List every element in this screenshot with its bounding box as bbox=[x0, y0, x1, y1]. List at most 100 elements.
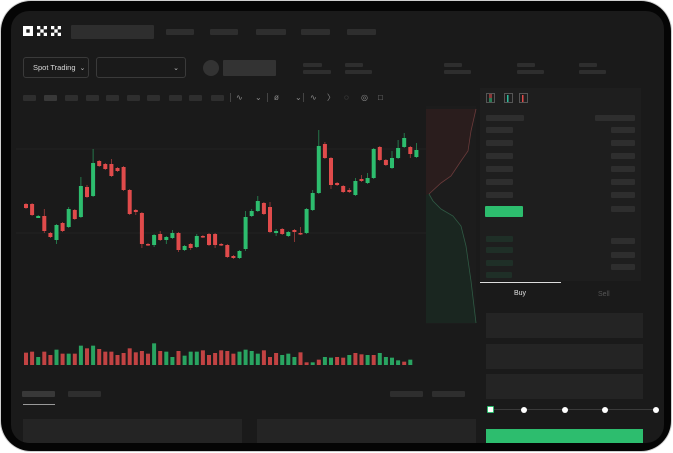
orderbook-asks-icon[interactable] bbox=[519, 93, 528, 103]
volume-bar bbox=[408, 359, 413, 365]
nav-item-2[interactable] bbox=[210, 29, 238, 35]
volume-bar bbox=[310, 362, 315, 365]
expand-icon[interactable]: □ bbox=[378, 93, 383, 102]
tab-buy[interactable]: Buy bbox=[514, 290, 527, 297]
candle-body bbox=[268, 207, 272, 232]
last-price-highlight[interactable] bbox=[485, 206, 523, 217]
stat-value bbox=[345, 70, 372, 74]
volume-bar bbox=[200, 350, 205, 365]
volume-bar bbox=[152, 343, 157, 365]
volume-bar bbox=[371, 355, 376, 365]
candle-body bbox=[207, 234, 211, 245]
okx-logo[interactable] bbox=[23, 24, 63, 38]
volume-bar bbox=[219, 350, 224, 365]
spot-trading-dropdown[interactable]: Spot Trading ⌄ bbox=[23, 57, 89, 78]
candle-body bbox=[60, 223, 65, 231]
nav-item-4[interactable] bbox=[301, 29, 330, 35]
interval-button[interactable] bbox=[86, 95, 99, 101]
interval-button[interactable] bbox=[127, 95, 140, 101]
volume-bar bbox=[237, 351, 242, 365]
line-tool-icon[interactable]: ∿ bbox=[310, 93, 317, 102]
camera-icon[interactable]: ◌ bbox=[344, 93, 349, 102]
volume-bar bbox=[164, 351, 169, 365]
amount-slider[interactable] bbox=[489, 409, 657, 410]
chart-type-chevron-icon[interactable]: ⌄ bbox=[255, 93, 262, 102]
ask-row[interactable] bbox=[486, 192, 513, 198]
stat-value bbox=[444, 70, 471, 74]
volume-bar bbox=[249, 351, 254, 365]
candle-body bbox=[243, 217, 248, 249]
orderbook-both-icon[interactable] bbox=[486, 93, 495, 103]
interval-button-active[interactable] bbox=[44, 95, 57, 101]
candle-body bbox=[109, 164, 114, 176]
volume-bar bbox=[207, 355, 211, 365]
slider-handle[interactable] bbox=[487, 406, 494, 413]
volume-bar bbox=[42, 351, 47, 365]
bid-row[interactable] bbox=[486, 236, 513, 242]
interval-button[interactable] bbox=[23, 95, 36, 101]
bottom-tab-underline bbox=[23, 404, 55, 405]
total-input[interactable] bbox=[486, 374, 643, 399]
interval-button[interactable] bbox=[65, 95, 78, 101]
candlestick-icon[interactable]: ∿ bbox=[236, 93, 243, 102]
volume-bar bbox=[304, 362, 309, 365]
candle-body bbox=[310, 193, 315, 210]
orderbook-bids-icon[interactable] bbox=[504, 93, 513, 103]
slider-step-75[interactable] bbox=[602, 407, 608, 413]
interval-button[interactable] bbox=[169, 95, 182, 101]
ruler-icon[interactable]: 〉 bbox=[327, 93, 335, 102]
candle-body bbox=[182, 246, 187, 250]
volume-bar bbox=[194, 351, 199, 365]
candle-body bbox=[66, 209, 71, 227]
amount-input[interactable] bbox=[486, 344, 643, 369]
slider-step-100[interactable] bbox=[653, 407, 659, 413]
bid-row[interactable] bbox=[486, 272, 512, 278]
nav-item-3[interactable] bbox=[256, 29, 286, 35]
pair-select-dropdown[interactable]: ⌄ bbox=[96, 57, 186, 78]
interval-button[interactable] bbox=[189, 95, 202, 101]
tab-sell[interactable]: Sell bbox=[598, 291, 610, 298]
ask-row[interactable] bbox=[486, 179, 513, 185]
candlestick-chart[interactable] bbox=[11, 11, 664, 443]
candle-body bbox=[139, 213, 144, 244]
interval-button[interactable] bbox=[211, 95, 224, 101]
bottom-action[interactable] bbox=[390, 391, 423, 397]
indicator-icon[interactable]: ø bbox=[274, 93, 279, 102]
interval-button[interactable] bbox=[147, 95, 160, 101]
stat-label bbox=[517, 63, 535, 67]
ask-row[interactable] bbox=[486, 153, 513, 159]
volume-bar bbox=[268, 357, 272, 365]
nav-item-1[interactable] bbox=[166, 29, 194, 35]
price-input[interactable] bbox=[486, 313, 643, 338]
candle-body bbox=[91, 163, 96, 196]
nav-item-5[interactable] bbox=[347, 29, 376, 35]
volume-bar bbox=[97, 349, 102, 365]
bottom-tab[interactable] bbox=[68, 391, 101, 397]
ask-row[interactable] bbox=[486, 127, 513, 133]
bottom-card-right bbox=[257, 419, 476, 443]
volume-bar bbox=[396, 360, 401, 365]
buy-submit-button[interactable] bbox=[486, 429, 643, 443]
volume-bar bbox=[390, 357, 394, 365]
volume-bar bbox=[85, 348, 89, 365]
target-icon[interactable]: ◎ bbox=[361, 93, 368, 102]
candle-body bbox=[194, 236, 199, 247]
ask-row[interactable] bbox=[486, 166, 513, 172]
ask-row[interactable] bbox=[486, 140, 513, 146]
slider-step-50[interactable] bbox=[562, 407, 568, 413]
slider-step-25[interactable] bbox=[521, 407, 527, 413]
interval-button[interactable] bbox=[106, 95, 119, 101]
candle-body bbox=[359, 179, 364, 181]
depth-asks-line bbox=[428, 108, 477, 195]
toolbar-divider bbox=[267, 93, 268, 102]
header-search-placeholder[interactable] bbox=[71, 25, 154, 39]
bid-row[interactable] bbox=[486, 247, 513, 253]
bottom-action[interactable] bbox=[432, 391, 465, 397]
bid-row[interactable] bbox=[486, 260, 513, 266]
bottom-tab-active[interactable] bbox=[22, 391, 55, 397]
candle-body bbox=[24, 204, 28, 208]
depth-bids-area bbox=[426, 194, 476, 323]
indicator-chevron-icon[interactable]: ⌄ bbox=[295, 93, 302, 102]
chevron-down-icon: ⌄ bbox=[173, 64, 179, 72]
